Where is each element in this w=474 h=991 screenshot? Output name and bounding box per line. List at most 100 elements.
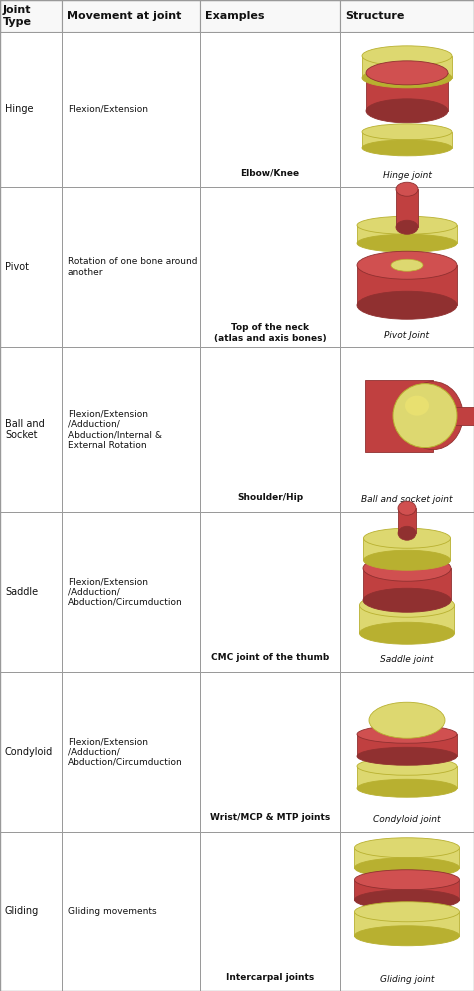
Ellipse shape (357, 757, 457, 775)
Bar (340, 0, 474, 32)
Text: Ball and socket joint: Ball and socket joint (361, 496, 453, 504)
Text: Shoulder/Hip: Shoulder/Hip (237, 494, 303, 502)
Bar (0, 347, 62, 512)
Text: Movement at joint: Movement at joint (67, 11, 182, 21)
Bar (355, 880, 459, 900)
Bar (200, 347, 340, 512)
Bar (0, 0, 62, 32)
Text: Pivot: Pivot (5, 262, 29, 272)
Text: Hinge joint: Hinge joint (383, 170, 431, 179)
Ellipse shape (405, 395, 429, 415)
Text: Flexion/Extension
/Adduction/
Abduction/Circumduction: Flexion/Extension /Adduction/ Abduction/… (68, 577, 183, 606)
Bar (365, 380, 433, 452)
Ellipse shape (359, 594, 455, 617)
Ellipse shape (357, 234, 457, 253)
Ellipse shape (355, 926, 459, 945)
Bar (200, 512, 340, 672)
Text: Gliding: Gliding (5, 907, 39, 917)
Ellipse shape (355, 858, 459, 878)
Bar (362, 132, 452, 148)
Bar (0, 187, 62, 347)
Text: Structure: Structure (345, 11, 404, 21)
Bar (340, 187, 474, 347)
Ellipse shape (362, 46, 452, 65)
Text: Ball and
Socket: Ball and Socket (5, 419, 45, 440)
Text: Gliding movements: Gliding movements (68, 907, 156, 916)
Bar (62, 832, 200, 991)
Bar (452, 406, 474, 424)
Ellipse shape (366, 99, 448, 123)
Text: Saddle joint: Saddle joint (380, 655, 434, 665)
Ellipse shape (364, 528, 450, 548)
Bar (359, 606, 455, 633)
Ellipse shape (357, 747, 457, 765)
Ellipse shape (355, 902, 459, 922)
Text: Elbow/Knee: Elbow/Knee (240, 168, 300, 177)
Bar (340, 512, 474, 672)
Text: Hinge: Hinge (5, 104, 34, 115)
Ellipse shape (398, 501, 416, 515)
Text: Examples: Examples (205, 11, 264, 21)
Bar (62, 0, 200, 32)
Ellipse shape (364, 550, 450, 570)
Ellipse shape (363, 555, 451, 582)
Bar (340, 832, 474, 991)
Bar (200, 0, 340, 32)
Text: Joint
Type: Joint Type (3, 5, 32, 27)
Ellipse shape (403, 382, 463, 450)
Ellipse shape (357, 725, 457, 743)
Text: Saddle: Saddle (5, 587, 38, 597)
Ellipse shape (393, 384, 457, 448)
Text: Flexion/Extension: Flexion/Extension (68, 105, 148, 114)
Bar (357, 766, 457, 788)
Bar (355, 912, 459, 936)
Ellipse shape (357, 291, 457, 319)
Bar (62, 672, 200, 832)
Ellipse shape (363, 589, 451, 612)
Bar (340, 672, 474, 832)
Ellipse shape (398, 526, 416, 540)
Bar (396, 189, 418, 227)
Ellipse shape (362, 67, 452, 88)
Text: Flexion/Extension
/Adduction/
Abduction/Internal &
External Rotation: Flexion/Extension /Adduction/ Abduction/… (68, 409, 162, 450)
Ellipse shape (369, 703, 445, 738)
Text: Pivot Joint: Pivot Joint (384, 331, 429, 340)
Bar (355, 847, 459, 868)
Ellipse shape (355, 870, 459, 890)
Bar (200, 672, 340, 832)
Ellipse shape (362, 124, 452, 140)
Text: Condyloid joint: Condyloid joint (373, 816, 441, 825)
Text: Gliding joint: Gliding joint (380, 974, 434, 983)
Bar (62, 187, 200, 347)
Bar (340, 32, 474, 187)
Bar (200, 32, 340, 187)
Bar (0, 32, 62, 187)
Ellipse shape (357, 252, 457, 279)
Bar (62, 512, 200, 672)
Ellipse shape (391, 260, 423, 272)
Text: Flexion/Extension
/Adduction/
Abduction/Circumduction: Flexion/Extension /Adduction/ Abduction/… (68, 737, 183, 767)
Bar (363, 568, 451, 601)
Ellipse shape (409, 388, 457, 443)
Bar (0, 672, 62, 832)
Text: Intercarpal joints: Intercarpal joints (226, 972, 314, 981)
Ellipse shape (396, 182, 418, 196)
Bar (200, 832, 340, 991)
Bar (357, 225, 457, 243)
Bar (200, 187, 340, 347)
Ellipse shape (362, 140, 452, 156)
Bar (362, 55, 452, 78)
Text: CMC joint of the thumb: CMC joint of the thumb (211, 653, 329, 663)
Ellipse shape (359, 622, 455, 644)
Text: Condyloid: Condyloid (5, 747, 53, 757)
Bar (398, 508, 416, 533)
Ellipse shape (355, 837, 459, 858)
Text: Wrist/MCP & MTP joints: Wrist/MCP & MTP joints (210, 814, 330, 823)
Bar (0, 832, 62, 991)
Bar (340, 347, 474, 512)
Text: Rotation of one bone around
another: Rotation of one bone around another (68, 258, 198, 276)
Bar (357, 266, 457, 305)
Ellipse shape (357, 779, 457, 797)
Bar (0, 512, 62, 672)
Ellipse shape (355, 890, 459, 910)
